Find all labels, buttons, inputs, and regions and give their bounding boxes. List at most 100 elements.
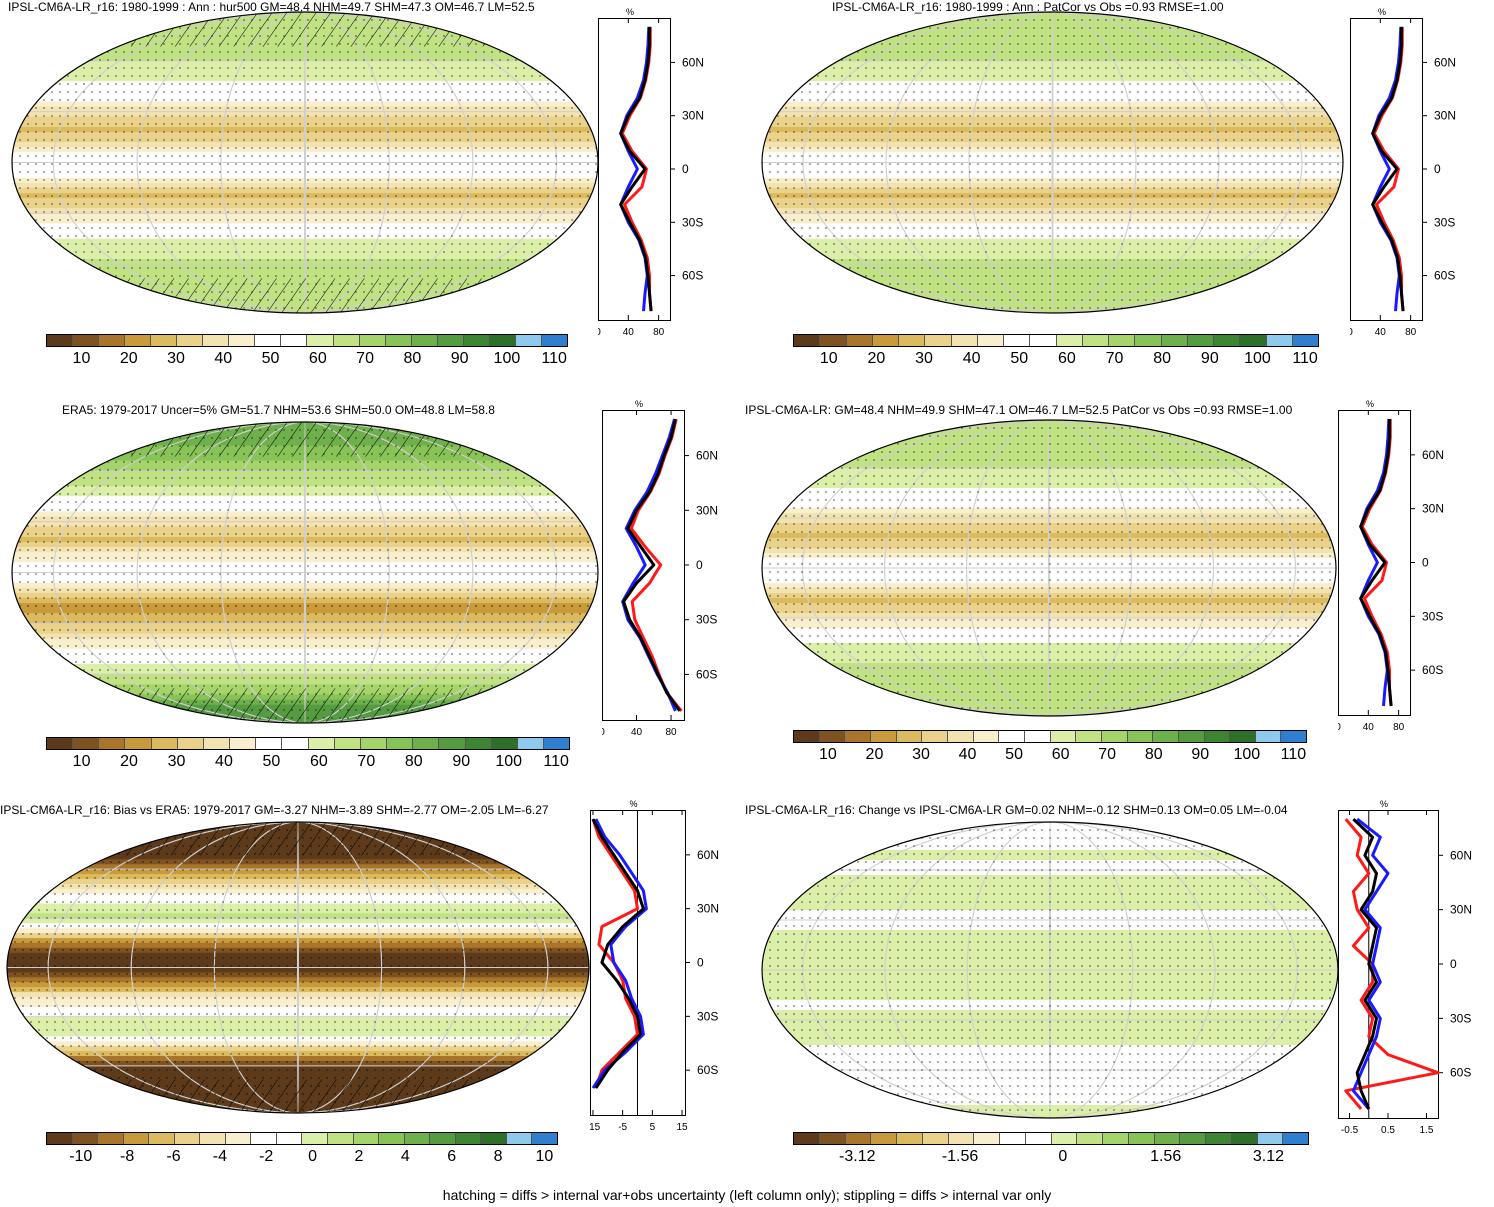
profile-x-tick: -15 [590, 1122, 601, 1133]
profile-x-tick: 0.5 [1381, 1125, 1395, 1136]
colorbar-swatch [1050, 731, 1077, 742]
map-outline [761, 419, 1337, 717]
colorbar-swatch [387, 738, 414, 749]
colorbar-swatch [1281, 731, 1307, 742]
colorbar-label: 80 [403, 350, 422, 367]
profile-y-tick: 30N [697, 902, 719, 916]
colorbar-swatch [820, 335, 847, 346]
profile-x-tick: -0.5 [1341, 1125, 1359, 1136]
colorbar-label: 1.56 [1150, 1148, 1182, 1165]
colorbar-swatch [308, 738, 335, 749]
colorbar-swatch [1135, 335, 1162, 346]
colorbar-swatch [1000, 1133, 1026, 1144]
colorbar-swatch [360, 738, 388, 749]
colorbar-swatch [1161, 335, 1188, 346]
colorbar-swatch [1292, 335, 1318, 346]
colorbar-label: -6 [166, 1148, 181, 1165]
colorbar-label: 2 [354, 1148, 364, 1165]
colorbar-label: 20 [119, 350, 138, 367]
world-map [6, 821, 590, 1114]
colorbar-swatch [404, 1133, 431, 1144]
colorbar-swatch [353, 1133, 380, 1144]
figure-footnote: hatching = diffs > internal var+obs unce… [442, 1187, 1052, 1203]
colorbar-swatch [1240, 335, 1267, 346]
colorbar-label: 10 [819, 350, 838, 367]
colorbar-label: 50 [1005, 746, 1023, 763]
colorbar-swatch [1101, 731, 1128, 742]
colorbar-swatch [1103, 1133, 1129, 1144]
colorbar-swatch [872, 335, 899, 346]
colorbar-label: 30 [167, 753, 186, 770]
colorbar-swatch [1283, 1133, 1308, 1144]
colorbar-swatch [871, 1133, 897, 1144]
profile-x-tick: 40 [1375, 327, 1387, 338]
colorbar-swatch [974, 1133, 1000, 1144]
profile-line-blue [591, 818, 648, 1089]
colorbar [793, 1132, 1309, 1145]
colorbar-swatch [899, 335, 926, 346]
profile-unit-label: % [630, 799, 638, 809]
map-outline [11, 421, 599, 724]
profile-unit-label: % [1380, 799, 1388, 809]
colorbar-label: -10 [69, 1148, 93, 1165]
colorbar-swatch [455, 1133, 482, 1144]
colorbar-swatch [200, 1133, 226, 1144]
zonal-mean-profile: % 60N 30N 0 30S 60S 0 40 80 [602, 399, 718, 738]
colorbar-label: 60 [1051, 746, 1070, 763]
profile-y-tick: 60S [696, 667, 717, 681]
profile-unit-label: % [1366, 399, 1374, 409]
colorbar-swatch [73, 738, 100, 749]
profile-x-tick: -5 [618, 1122, 627, 1133]
panel-title: IPSL-CM6A-LR_r16: Change vs IPSL-CM6A-LR… [745, 803, 1288, 817]
colorbar-label: 90 [452, 753, 471, 770]
colorbar-label: 80 [1144, 746, 1163, 763]
colorbar-swatch [922, 1133, 949, 1144]
colorbar-label: 10 [72, 350, 91, 367]
zonal-mean-profile: % 60N 30N 0 30S 60S 0 40 80 [1350, 7, 1456, 338]
profile-y-tick: 0 [1434, 162, 1441, 176]
profile-y-tick: 60S [1422, 663, 1443, 677]
colorbar-swatch [465, 738, 492, 749]
colorbar-swatch [1109, 335, 1136, 346]
panel-title: ERA5: 1979-2017 Uncer=5% GM=51.7 NHM=53.… [62, 403, 495, 417]
colorbar-swatch [72, 1133, 99, 1144]
colorbar-swatch [846, 335, 873, 346]
world-map [761, 821, 1339, 1119]
colorbar-label: 0 [1058, 1148, 1068, 1165]
colorbar-swatch [439, 738, 466, 749]
colorbar-swatch [1257, 1133, 1284, 1144]
profile-x-tick: 0 [602, 727, 605, 738]
profile-y-tick: 60N [1450, 848, 1472, 862]
colorbar-label: 60 [308, 350, 327, 367]
colorbar-label: -8 [120, 1148, 135, 1165]
colorbar-swatch [149, 1133, 175, 1144]
colorbar-swatch [977, 335, 1004, 346]
colorbar-swatch [73, 335, 100, 346]
colorbar-label: 0 [308, 1148, 318, 1165]
colorbar-swatch [1056, 335, 1083, 346]
profile-y-tick: 60N [1422, 448, 1444, 462]
colorbar-swatch [333, 335, 360, 346]
colorbar-swatch [1214, 335, 1241, 346]
colorbar-label: 50 [262, 753, 281, 770]
colorbar-swatch [951, 335, 978, 346]
panel-title: IPSL-CM6A-LR: GM=48.4 NHM=49.9 SHM=47.1 … [745, 403, 1293, 417]
colorbar-swatch [845, 1133, 872, 1144]
colorbar-swatch [1255, 731, 1282, 742]
colorbar-swatch [276, 1133, 303, 1144]
profile-y-tick: 30N [696, 503, 718, 517]
colorbar-swatch [307, 335, 334, 346]
colorbar-label: 10 [819, 746, 837, 763]
profile-line-black [622, 418, 681, 712]
colorbar-label: -2 [259, 1148, 274, 1165]
profile-x-tick: 80 [653, 327, 665, 338]
colorbar-label: -3.12 [839, 1148, 876, 1165]
profile-x-tick: 1.5 [1420, 1125, 1434, 1136]
colorbar-swatch [281, 335, 308, 346]
colorbar-swatch [230, 738, 257, 749]
colorbar-swatch [794, 1133, 820, 1144]
zonal-mean-profile: % 60N 30N 0 30S 60S -0.5 0.5 1.5 [1338, 799, 1472, 1136]
panel-title: IPSL-CM6A-LR_r16: 1980-1999 : Ann : PatC… [832, 0, 1224, 14]
colorbar-swatch [99, 738, 126, 749]
colorbar [46, 334, 568, 347]
